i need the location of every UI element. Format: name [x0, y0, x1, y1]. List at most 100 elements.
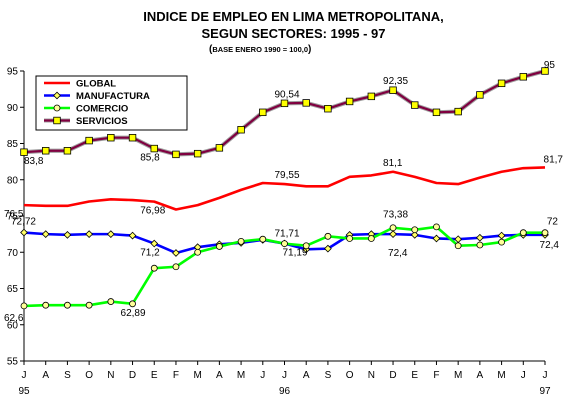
data-point — [41, 230, 50, 238]
data-point — [281, 240, 288, 248]
data-label: 85,8 — [140, 153, 160, 164]
data-point — [389, 224, 397, 232]
x-tick-label: S — [325, 370, 332, 381]
x-tick-label: A — [42, 370, 49, 381]
data-point — [454, 235, 463, 244]
x-tick-label: N — [107, 370, 114, 381]
x-year-label: 95 — [18, 386, 30, 397]
data-point — [324, 232, 332, 240]
data-label: 76,5 — [4, 209, 24, 220]
data-point — [280, 99, 289, 108]
data-point — [432, 108, 441, 117]
chart-subtitle: (BASE ENERO 1990 = 100,0) — [209, 44, 312, 55]
data-label: 90,54 — [275, 89, 300, 100]
data-label: 71,71 — [275, 229, 300, 240]
x-tick-label: D — [389, 370, 396, 381]
x-tick-label: S — [64, 370, 71, 381]
data-point — [410, 230, 419, 239]
data-point — [346, 235, 354, 242]
data-point — [215, 243, 223, 250]
data-point — [42, 147, 50, 155]
data-point — [411, 101, 419, 109]
data-point — [324, 105, 332, 113]
x-tick-label: D — [129, 370, 136, 381]
x-tick-label: A — [477, 370, 484, 381]
x-year-label: 97 — [539, 386, 551, 397]
data-point — [432, 234, 441, 243]
data-point — [454, 107, 462, 116]
x-tick-label: M — [193, 370, 201, 381]
data-point — [541, 229, 549, 237]
x-tick-label: M — [454, 370, 462, 381]
data-point — [20, 228, 28, 237]
legend-label: MANUFACTURA — [76, 91, 150, 102]
data-label: 62,6 — [4, 313, 24, 324]
data-point — [63, 230, 72, 239]
y-tick-label: 95 — [7, 67, 19, 78]
data-point — [324, 244, 332, 253]
x-tick-label: A — [216, 370, 223, 381]
data-point — [519, 73, 527, 81]
data-point — [64, 301, 71, 309]
data-label: 79,55 — [275, 170, 300, 181]
data-point — [215, 144, 224, 152]
chart-title-line-2: SEGUN SECTORES: 1995 - 97 — [201, 26, 386, 41]
data-point — [519, 229, 527, 237]
x-tick-label: O — [346, 370, 354, 381]
data-point — [194, 248, 202, 256]
data-point — [498, 238, 505, 246]
data-label: 71,19 — [283, 248, 308, 259]
data-point — [85, 136, 93, 145]
data-label: 72,4 — [540, 240, 560, 251]
chart-title-line-1: INDICE DE EMPLEO EN LIMA METROPOLITANA, — [143, 9, 444, 24]
data-point — [389, 86, 397, 94]
data-point — [20, 302, 28, 310]
data-point — [107, 133, 115, 142]
data-point — [497, 231, 506, 240]
data-point — [237, 237, 245, 245]
data-point — [367, 92, 376, 101]
data-point — [172, 249, 180, 257]
data-point — [193, 149, 202, 158]
x-year-label: 96 — [279, 386, 291, 397]
data-point — [172, 150, 180, 159]
x-tick-label: O — [85, 370, 93, 381]
legend-label: GLOBAL — [76, 79, 116, 90]
x-tick-label: F — [433, 370, 439, 381]
data-point — [42, 301, 50, 309]
data-point — [497, 79, 506, 88]
data-point — [53, 116, 61, 125]
data-point — [150, 239, 159, 248]
data-label: 76,98 — [140, 206, 165, 217]
data-point — [129, 300, 136, 308]
data-label: 73,38 — [383, 210, 408, 221]
x-tick-label: E — [411, 370, 418, 381]
chart-subtitle-text: BASE ENERO 1990 = 100,0 — [212, 45, 309, 54]
x-tick-label: A — [303, 370, 310, 381]
data-point — [433, 223, 440, 231]
y-tick-label: 80 — [7, 175, 19, 186]
data-point — [107, 298, 115, 305]
data-point — [476, 91, 484, 99]
legend-label: COMERCIO — [76, 104, 128, 115]
x-tick-label: J — [543, 370, 548, 381]
data-label: 72 — [547, 217, 559, 228]
data-point — [63, 147, 72, 155]
data-point — [53, 91, 61, 100]
x-tick-label: M — [237, 370, 245, 381]
data-point — [172, 263, 180, 271]
y-tick-label: 55 — [7, 357, 19, 368]
data-point — [85, 301, 93, 309]
y-tick-label: 70 — [7, 248, 19, 259]
data-point — [150, 144, 158, 153]
data-point — [389, 230, 397, 238]
data-label: 81,7 — [544, 154, 564, 165]
data-point — [150, 264, 158, 272]
legend-label: SERVICIOS — [76, 116, 128, 127]
data-point — [106, 230, 115, 238]
data-point — [259, 108, 267, 117]
chart-series — [20, 67, 549, 310]
